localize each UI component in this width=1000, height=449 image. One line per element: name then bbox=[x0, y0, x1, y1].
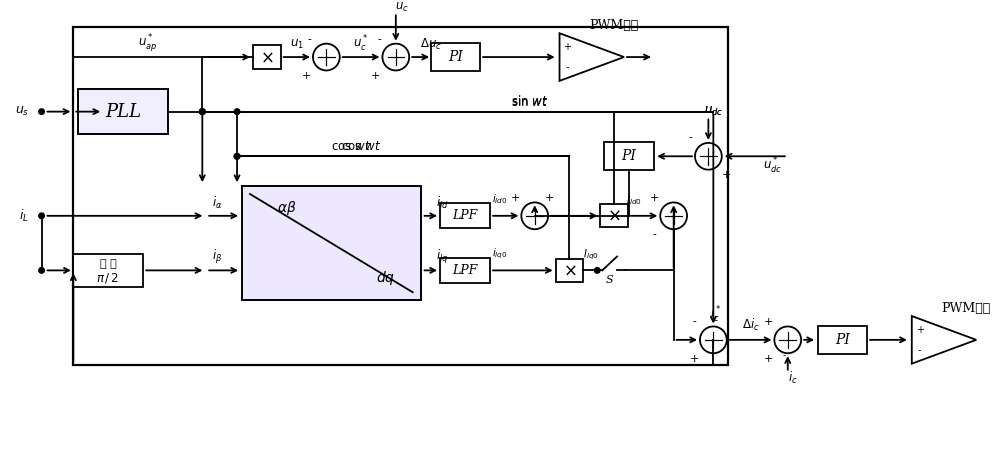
Text: +: + bbox=[764, 354, 774, 364]
Text: $\sin\,wt$: $\sin\,wt$ bbox=[511, 94, 548, 108]
Text: $i_{ld0}$: $i_{ld0}$ bbox=[492, 192, 508, 206]
Text: $u_{dc}$: $u_{dc}$ bbox=[704, 105, 723, 118]
Text: 延 时: 延 时 bbox=[100, 260, 116, 269]
FancyBboxPatch shape bbox=[73, 254, 143, 287]
FancyBboxPatch shape bbox=[78, 89, 168, 134]
FancyBboxPatch shape bbox=[440, 203, 490, 228]
Text: $u_{dc}$: $u_{dc}$ bbox=[704, 105, 723, 118]
Text: PI: PI bbox=[835, 333, 850, 347]
Text: $i_{ld}$: $i_{ld}$ bbox=[436, 195, 449, 211]
Circle shape bbox=[39, 268, 44, 273]
Text: $u_c$: $u_c$ bbox=[395, 1, 409, 14]
Text: +: + bbox=[371, 71, 381, 81]
Text: $i_\beta$: $i_\beta$ bbox=[212, 248, 222, 267]
Text: +: + bbox=[563, 42, 571, 52]
Text: $i_\alpha$: $i_\alpha$ bbox=[212, 195, 222, 211]
Text: $u_1$: $u_1$ bbox=[290, 38, 304, 51]
Text: S: S bbox=[605, 275, 613, 285]
Text: $u_s$: $u_s$ bbox=[15, 105, 29, 118]
Text: PWM信号: PWM信号 bbox=[942, 302, 991, 315]
Circle shape bbox=[234, 154, 240, 159]
Text: -: - bbox=[783, 351, 787, 360]
FancyBboxPatch shape bbox=[600, 204, 628, 227]
Circle shape bbox=[39, 213, 44, 219]
Text: +: + bbox=[690, 354, 699, 364]
Text: $\Delta u_c$: $\Delta u_c$ bbox=[420, 37, 441, 52]
Circle shape bbox=[200, 109, 205, 114]
Text: PWM信号: PWM信号 bbox=[589, 19, 639, 32]
Text: PLL: PLL bbox=[105, 103, 141, 121]
Text: $\alpha\beta$: $\alpha\beta$ bbox=[277, 199, 296, 217]
FancyBboxPatch shape bbox=[253, 45, 281, 69]
Text: LPF: LPF bbox=[453, 209, 478, 222]
Text: +: + bbox=[302, 71, 311, 81]
Circle shape bbox=[200, 109, 205, 114]
Text: -: - bbox=[308, 35, 311, 45]
Text: $i_{lq0}$: $i_{lq0}$ bbox=[492, 247, 508, 261]
Text: +: + bbox=[722, 170, 731, 180]
Text: -: - bbox=[566, 62, 569, 72]
Text: +: + bbox=[916, 325, 924, 335]
Text: -: - bbox=[689, 133, 692, 143]
Text: $u^*_{ap}$: $u^*_{ap}$ bbox=[138, 32, 157, 54]
Text: $\cos\,wt$: $\cos\,wt$ bbox=[341, 140, 381, 153]
Circle shape bbox=[234, 154, 240, 159]
Text: $\Delta i_c$: $\Delta i_c$ bbox=[742, 317, 759, 333]
FancyBboxPatch shape bbox=[431, 43, 480, 71]
Text: -: - bbox=[693, 317, 696, 327]
Text: -: - bbox=[377, 35, 381, 45]
Text: $i_L$: $i_L$ bbox=[19, 208, 29, 224]
Text: -: - bbox=[918, 345, 921, 355]
Text: $i_c$: $i_c$ bbox=[788, 370, 798, 386]
Text: $I_{lq0}$: $I_{lq0}$ bbox=[583, 247, 599, 262]
FancyBboxPatch shape bbox=[440, 258, 490, 283]
Circle shape bbox=[234, 109, 240, 114]
Text: $\times$: $\times$ bbox=[260, 48, 274, 66]
Text: $\pi\,/\,2$: $\pi\,/\,2$ bbox=[96, 271, 120, 285]
Text: +: + bbox=[545, 193, 554, 203]
FancyBboxPatch shape bbox=[604, 142, 654, 170]
FancyBboxPatch shape bbox=[242, 186, 421, 300]
Text: $dq$: $dq$ bbox=[376, 269, 395, 287]
Text: $i_{lq}$: $i_{lq}$ bbox=[436, 248, 449, 267]
Text: LPF: LPF bbox=[453, 264, 478, 277]
Text: PI: PI bbox=[622, 149, 636, 163]
Text: -: - bbox=[653, 230, 657, 240]
Text: $\sin\,wt$: $\sin\,wt$ bbox=[511, 95, 548, 109]
Text: $u^*_{dc}$: $u^*_{dc}$ bbox=[763, 156, 782, 176]
Text: $I_{ld0}$: $I_{ld0}$ bbox=[626, 193, 642, 207]
Text: PI: PI bbox=[448, 50, 463, 64]
Text: +: + bbox=[764, 317, 774, 327]
Circle shape bbox=[594, 268, 600, 273]
Text: +: + bbox=[511, 193, 521, 203]
Text: $\times$: $\times$ bbox=[607, 207, 621, 225]
FancyBboxPatch shape bbox=[818, 326, 867, 354]
Text: +: + bbox=[650, 193, 659, 203]
FancyBboxPatch shape bbox=[556, 259, 583, 282]
Text: $\times$: $\times$ bbox=[563, 261, 576, 279]
Circle shape bbox=[39, 109, 44, 114]
Text: $\cos\,wt$: $\cos\,wt$ bbox=[331, 140, 371, 153]
Text: $i^*_c$: $i^*_c$ bbox=[710, 305, 722, 325]
Text: $u^*_c$: $u^*_c$ bbox=[353, 34, 369, 54]
Circle shape bbox=[200, 109, 205, 114]
